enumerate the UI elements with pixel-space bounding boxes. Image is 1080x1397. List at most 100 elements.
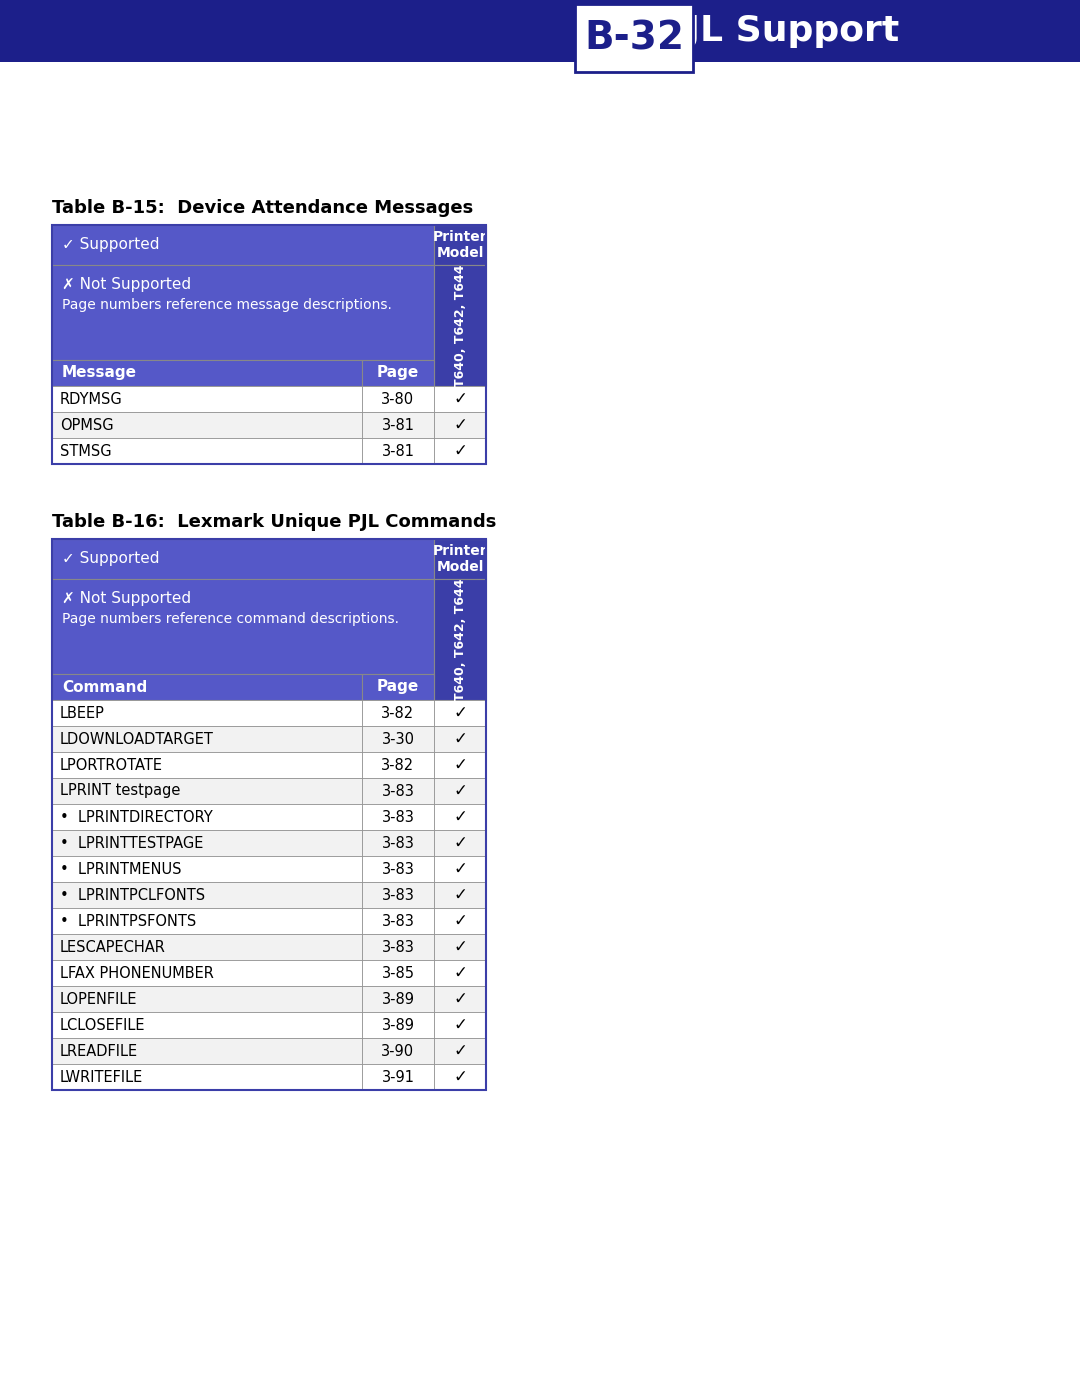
Text: 3-85: 3-85	[381, 965, 415, 981]
Bar	[434, 778, 486, 805]
Bar	[434, 225, 486, 265]
Bar	[434, 908, 486, 935]
Text: ✓: ✓	[454, 704, 467, 722]
Bar	[362, 386, 434, 412]
Text: ✓: ✓	[454, 937, 467, 956]
Text: •  LPRINTTESTPAGE: • LPRINTTESTPAGE	[60, 835, 203, 851]
Text: ✗ Not Supported: ✗ Not Supported	[62, 591, 191, 606]
Bar	[362, 1065, 434, 1090]
Bar	[52, 986, 362, 1011]
Bar	[362, 726, 434, 752]
Text: 3-89: 3-89	[381, 1017, 415, 1032]
Text: 3-89: 3-89	[381, 992, 415, 1006]
Text: ✓: ✓	[454, 731, 467, 747]
Bar	[434, 412, 486, 439]
Bar	[52, 1038, 362, 1065]
Text: ✓: ✓	[454, 416, 467, 434]
Text: LESCAPECHAR: LESCAPECHAR	[60, 940, 166, 954]
Bar	[434, 830, 486, 856]
Text: T640, T642, T644: T640, T642, T644	[454, 264, 467, 387]
Text: Page numbers reference command descriptions.: Page numbers reference command descripti…	[62, 612, 399, 626]
Text: ✓ Supported: ✓ Supported	[62, 552, 160, 567]
Bar	[52, 752, 362, 778]
Bar	[362, 830, 434, 856]
Bar	[52, 578, 434, 673]
Text: ✓: ✓	[454, 441, 467, 460]
Bar	[362, 1038, 434, 1065]
Bar	[52, 1065, 362, 1090]
Bar	[362, 360, 434, 386]
Bar	[362, 673, 434, 700]
Bar	[52, 412, 362, 439]
Text: •  LPRINTPSFONTS: • LPRINTPSFONTS	[60, 914, 197, 929]
Bar	[52, 386, 362, 412]
Text: ✓: ✓	[454, 964, 467, 982]
Text: Page: Page	[377, 366, 419, 380]
Bar	[434, 805, 486, 830]
Text: B-32: B-32	[584, 20, 684, 57]
Bar	[52, 935, 362, 960]
Text: STMSG: STMSG	[60, 443, 111, 458]
Bar	[434, 960, 486, 986]
Bar	[434, 986, 486, 1011]
Text: ✓: ✓	[454, 390, 467, 408]
Text: OPMSG: OPMSG	[60, 418, 113, 433]
Bar	[434, 856, 486, 882]
Bar	[52, 539, 434, 578]
Bar	[52, 960, 362, 986]
Text: ✓: ✓	[454, 756, 467, 774]
Text: Printer
Model: Printer Model	[433, 543, 487, 574]
Bar	[0, 0, 1080, 61]
Bar	[362, 1011, 434, 1038]
Text: ✓: ✓	[454, 861, 467, 877]
Text: ✗ Not Supported: ✗ Not Supported	[62, 278, 191, 292]
Bar	[362, 700, 434, 726]
Text: ✓: ✓	[454, 912, 467, 930]
Text: LREADFILE: LREADFILE	[60, 1044, 138, 1059]
Text: PJL Support: PJL Support	[660, 14, 900, 47]
Text: LOPENFILE: LOPENFILE	[60, 992, 137, 1006]
Bar	[52, 539, 486, 1090]
Text: 3-90: 3-90	[381, 1044, 415, 1059]
Text: 3-83: 3-83	[381, 940, 415, 954]
Text: 3-83: 3-83	[381, 784, 415, 799]
Bar	[362, 986, 434, 1011]
Bar	[434, 1065, 486, 1090]
Text: LWRITEFILE: LWRITEFILE	[60, 1070, 144, 1084]
Bar	[434, 1038, 486, 1065]
Bar	[362, 412, 434, 439]
Text: Page numbers reference message descriptions.: Page numbers reference message descripti…	[62, 298, 392, 312]
Text: 3-30: 3-30	[381, 732, 415, 746]
Text: 3-81: 3-81	[381, 443, 415, 458]
Bar	[434, 439, 486, 464]
Bar	[52, 225, 434, 265]
Bar	[362, 935, 434, 960]
Text: 3-82: 3-82	[381, 757, 415, 773]
Bar	[52, 805, 362, 830]
Text: ✓: ✓	[454, 834, 467, 852]
Text: 3-83: 3-83	[381, 914, 415, 929]
Text: Printer
Model: Printer Model	[433, 231, 487, 260]
Text: 3-82: 3-82	[381, 705, 415, 721]
Bar	[434, 882, 486, 908]
Bar	[52, 726, 362, 752]
Text: T640, T642, T644: T640, T642, T644	[454, 578, 467, 701]
Bar	[434, 752, 486, 778]
Text: LFAX PHONENUMBER: LFAX PHONENUMBER	[60, 965, 214, 981]
Bar	[52, 265, 434, 360]
Text: Table B-16:  Lexmark Unique PJL Commands: Table B-16: Lexmark Unique PJL Commands	[52, 513, 497, 531]
Text: 3-83: 3-83	[381, 887, 415, 902]
Text: ✓ Supported: ✓ Supported	[62, 237, 160, 253]
Bar	[52, 225, 486, 464]
Bar	[362, 752, 434, 778]
Bar	[52, 700, 362, 726]
Bar	[434, 265, 486, 386]
Text: ✓: ✓	[454, 782, 467, 800]
Text: 3-83: 3-83	[381, 809, 415, 824]
Bar	[52, 830, 362, 856]
Bar	[362, 960, 434, 986]
Bar	[52, 1011, 362, 1038]
Bar	[434, 726, 486, 752]
Bar	[434, 386, 486, 412]
Text: LPORTROTATE: LPORTROTATE	[60, 757, 163, 773]
